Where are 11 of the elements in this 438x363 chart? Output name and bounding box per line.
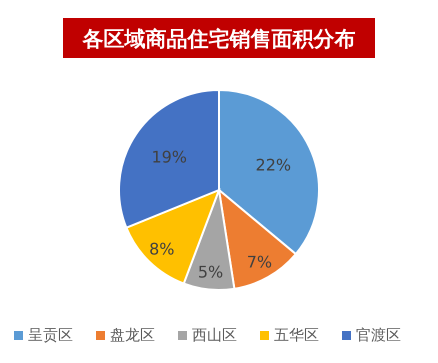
legend-label: 盘龙区 [110,326,155,344]
legend-label: 西山区 [192,326,237,344]
chart-title: 各区域商品住宅销售面积分布 [82,27,356,51]
legend-label: 五华区 [274,326,319,344]
data-label: 19% [151,148,187,167]
data-label: 5% [198,262,224,282]
data-label: 8% [149,240,174,259]
data-label: 22% [256,156,292,175]
legend-label: 官渡区 [356,326,401,344]
data-label: 7% [246,252,272,272]
legend-label: 呈贡区 [28,326,73,344]
